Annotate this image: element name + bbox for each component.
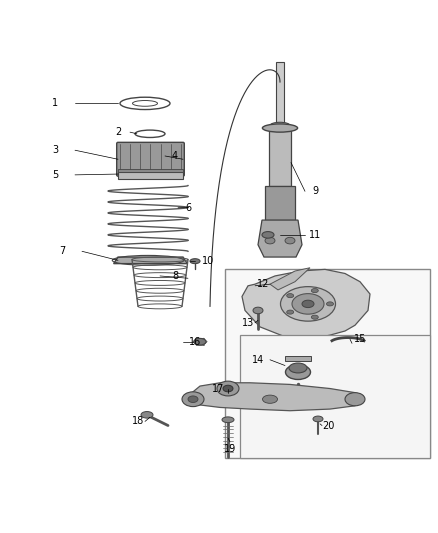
- Ellipse shape: [326, 302, 333, 306]
- Polygon shape: [270, 268, 310, 290]
- Text: 18: 18: [132, 416, 144, 426]
- Text: 19: 19: [224, 443, 236, 454]
- Text: 14: 14: [252, 355, 264, 365]
- Ellipse shape: [222, 417, 234, 423]
- Bar: [240, 335, 430, 458]
- Text: 7: 7: [59, 246, 65, 256]
- Ellipse shape: [182, 392, 204, 407]
- Ellipse shape: [311, 288, 318, 293]
- Ellipse shape: [190, 259, 200, 264]
- Ellipse shape: [188, 396, 198, 402]
- Ellipse shape: [194, 338, 206, 345]
- Ellipse shape: [302, 300, 314, 308]
- Ellipse shape: [141, 411, 153, 418]
- Ellipse shape: [280, 287, 336, 321]
- Ellipse shape: [223, 385, 233, 392]
- Bar: [265, 185, 295, 220]
- Text: 1: 1: [52, 99, 58, 108]
- Text: 11: 11: [309, 230, 321, 240]
- Polygon shape: [258, 220, 302, 257]
- Ellipse shape: [262, 124, 297, 132]
- Text: 5: 5: [52, 170, 58, 180]
- Bar: [225, 269, 430, 458]
- Text: 13: 13: [242, 318, 254, 328]
- Polygon shape: [242, 269, 370, 339]
- Text: 8: 8: [172, 271, 178, 281]
- Polygon shape: [192, 383, 362, 411]
- Bar: [276, 62, 284, 126]
- Ellipse shape: [253, 307, 263, 314]
- Polygon shape: [113, 257, 187, 264]
- Ellipse shape: [217, 381, 239, 396]
- Bar: [285, 357, 311, 361]
- Ellipse shape: [311, 315, 318, 319]
- Text: 6: 6: [185, 203, 191, 213]
- Text: 3: 3: [52, 145, 58, 155]
- Text: 2: 2: [115, 127, 121, 137]
- Ellipse shape: [345, 393, 365, 406]
- Text: 17: 17: [212, 384, 224, 393]
- Ellipse shape: [289, 363, 307, 373]
- Ellipse shape: [287, 310, 294, 314]
- Bar: [118, 169, 183, 172]
- Ellipse shape: [313, 416, 323, 422]
- Ellipse shape: [292, 294, 324, 314]
- Ellipse shape: [286, 365, 311, 379]
- Bar: [118, 172, 183, 179]
- Ellipse shape: [262, 395, 278, 403]
- Text: 9: 9: [312, 187, 318, 196]
- Text: 16: 16: [189, 337, 201, 346]
- FancyBboxPatch shape: [117, 142, 184, 176]
- Ellipse shape: [285, 237, 295, 244]
- Bar: [269, 128, 291, 185]
- Text: 12: 12: [257, 279, 269, 289]
- Ellipse shape: [270, 122, 290, 129]
- Ellipse shape: [287, 294, 294, 298]
- Ellipse shape: [265, 237, 275, 244]
- Text: 15: 15: [354, 334, 366, 344]
- Ellipse shape: [262, 231, 274, 238]
- Text: 20: 20: [322, 421, 334, 431]
- Text: 4: 4: [172, 151, 178, 161]
- Text: 10: 10: [202, 256, 214, 266]
